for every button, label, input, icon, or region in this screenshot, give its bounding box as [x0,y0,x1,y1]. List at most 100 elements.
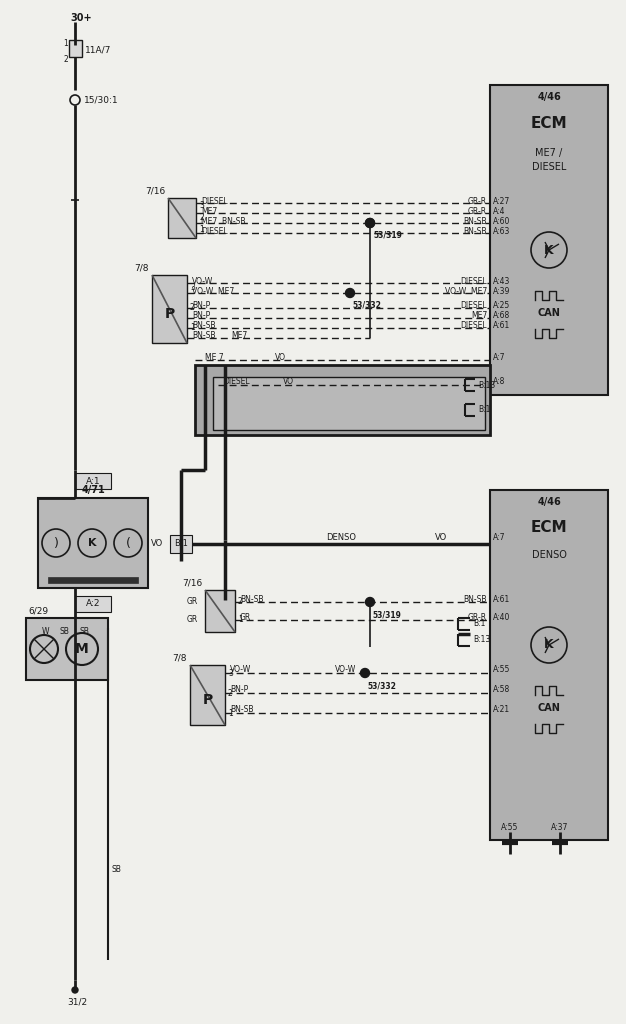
Text: 53/319: 53/319 [373,230,402,240]
Text: A:39: A:39 [493,287,510,296]
Text: 4/46: 4/46 [537,497,561,507]
Text: 4/71: 4/71 [81,485,105,495]
Text: BN-P: BN-P [192,301,210,310]
Text: 53/332: 53/332 [352,300,381,309]
Text: BN-SB: BN-SB [463,595,487,603]
Text: 15/30:1: 15/30:1 [84,95,118,104]
Bar [38,498,148,588]
Bar [195,365,490,435]
Text: A:58: A:58 [493,685,510,694]
Text: GR: GR [240,612,251,622]
Text: 2: 2 [190,303,195,312]
Text: SB: SB [60,627,70,636]
Text: A:2: A:2 [86,599,100,608]
Text: P: P [202,693,213,707]
Bar [48,577,138,583]
Text: CAN: CAN [538,308,560,318]
Text: B:1: B:1 [174,540,188,549]
Bar [26,618,108,680]
Text: DIESEL: DIESEL [460,276,487,286]
Text: 7/8: 7/8 [173,653,187,663]
Text: GR-R: GR-R [468,207,487,215]
Text: ME 7: ME 7 [205,352,223,361]
Text: GR: GR [187,615,198,625]
Text: 2: 2 [199,213,203,222]
Text: BN-SB: BN-SB [463,226,487,236]
Text: A:55: A:55 [493,666,510,675]
Circle shape [366,218,374,227]
Bar [152,275,187,343]
Text: DIESEL: DIESEL [201,226,228,236]
Text: ME7  BN-SB: ME7 BN-SB [201,216,245,225]
Text: A:25: A:25 [493,301,510,310]
Text: ): ) [54,537,58,550]
Text: BN-SB: BN-SB [192,331,215,340]
Bar [75,596,111,612]
Text: ME7 /: ME7 / [535,148,563,158]
Text: A:61: A:61 [493,595,510,603]
Text: A:55: A:55 [501,822,519,831]
Text: A:4: A:4 [493,207,506,215]
Text: SB: SB [80,627,90,636]
Text: DENSO: DENSO [531,550,567,560]
Text: A:8: A:8 [493,378,505,386]
Circle shape [346,289,354,298]
Bar [168,198,196,238]
Text: ME7: ME7 [231,331,247,340]
Text: P: P [165,307,175,321]
Text: VO: VO [283,378,294,386]
Text: ECM: ECM [531,116,567,130]
Bar [490,490,608,840]
Text: VO-W: VO-W [230,666,251,675]
Text: 3: 3 [228,669,233,678]
Text: DIESEL: DIESEL [223,378,250,386]
Bar [205,590,235,632]
Text: 2: 2 [238,597,243,606]
Text: ME7: ME7 [471,311,487,321]
Text: BN-SB: BN-SB [192,322,215,331]
Text: 6/29: 6/29 [28,606,48,615]
Text: 4/46: 4/46 [537,92,561,102]
Text: DIESEL: DIESEL [460,322,487,331]
Text: K: K [544,244,554,256]
Text: 7/16: 7/16 [182,579,202,588]
Text: K: K [544,639,554,651]
Text: A:27: A:27 [493,197,510,206]
Text: B:1: B:1 [473,620,485,629]
Text: BN-P: BN-P [230,685,249,694]
Circle shape [366,218,374,227]
Text: A:37: A:37 [552,822,568,831]
Text: (: ( [126,537,130,550]
Text: 1: 1 [238,615,243,625]
Text: VO-W  ME7: VO-W ME7 [192,287,234,296]
Text: ECM: ECM [531,520,567,536]
Text: B:1: B:1 [478,406,490,415]
Text: SB: SB [111,865,121,874]
Text: DENSO: DENSO [326,532,356,542]
Text: 11A/7: 11A/7 [85,45,111,54]
Circle shape [366,597,374,606]
Text: 7/16: 7/16 [145,186,165,196]
Text: DIESEL: DIESEL [532,162,566,172]
Bar [213,377,485,430]
Text: 53/319: 53/319 [372,610,401,620]
Text: DIESEL: DIESEL [201,197,228,206]
Text: 1: 1 [190,324,195,333]
Text: VO: VO [435,532,447,542]
Text: ME7: ME7 [201,207,217,215]
Text: 1: 1 [228,709,233,718]
Text: BN-SB: BN-SB [230,706,254,715]
Text: A:40: A:40 [493,612,510,622]
Text: CAN: CAN [538,703,560,713]
Text: BN-SB: BN-SB [463,216,487,225]
Text: A:63: A:63 [493,226,510,236]
Text: VO-W: VO-W [335,665,356,674]
Circle shape [72,987,78,993]
Bar [190,665,225,725]
Text: GR: GR [187,597,198,606]
Text: 2: 2 [64,55,68,65]
Text: GR-R: GR-R [468,197,487,206]
Text: B:13: B:13 [473,636,490,644]
Text: 1: 1 [199,225,203,234]
Text: VO: VO [275,352,286,361]
